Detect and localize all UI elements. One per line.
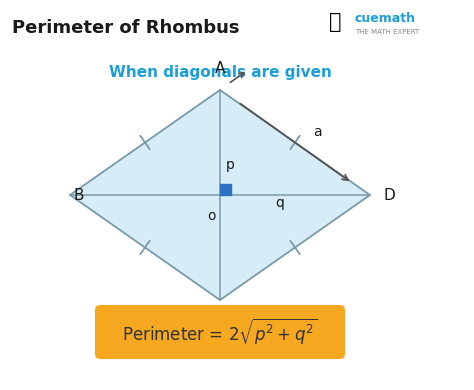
Polygon shape [70,90,370,300]
FancyBboxPatch shape [95,305,345,359]
Text: A: A [215,61,225,76]
Text: B: B [73,188,84,202]
Text: When diagonals are given: When diagonals are given [109,64,331,80]
Text: D: D [384,188,396,202]
Text: q: q [275,196,284,210]
Text: Perimeter = $2\sqrt{p^2 + q^2}$: Perimeter = $2\sqrt{p^2 + q^2}$ [122,317,318,347]
Text: cuemath: cuemath [355,11,416,25]
Text: 🚀: 🚀 [329,12,341,32]
Text: C: C [215,314,225,329]
Text: a: a [313,126,321,140]
Bar [220,184,231,195]
Text: p: p [226,158,235,172]
Text: Perimeter of Rhombus: Perimeter of Rhombus [12,19,239,37]
Text: o: o [208,209,216,223]
Text: THE MATH EXPERT: THE MATH EXPERT [355,29,419,35]
